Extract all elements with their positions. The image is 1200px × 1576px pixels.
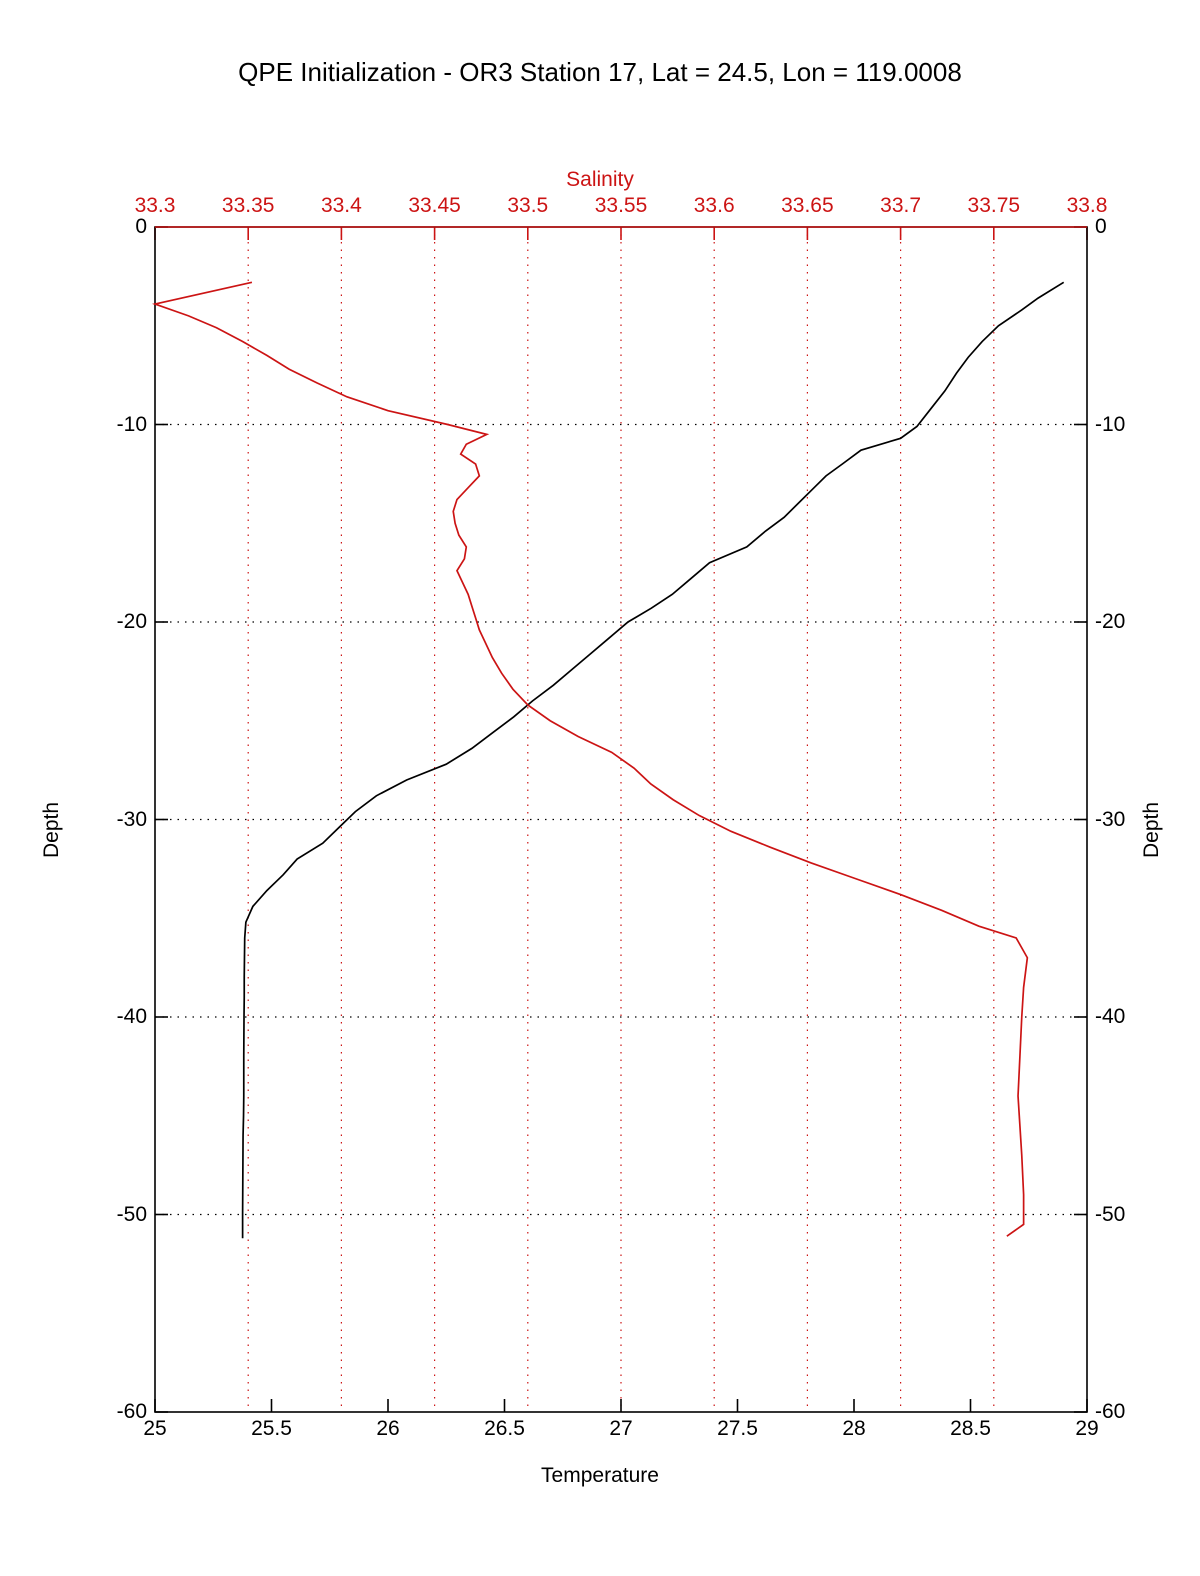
salinity-tick-label: 33.4 [320, 194, 362, 217]
temperature-tick-label: 27 [609, 1417, 633, 1440]
depth-tick-label-left: -20 [116, 610, 147, 633]
depth-tick-label-right: -20 [1095, 610, 1126, 633]
temperature-series-line [241, 281, 1065, 1239]
depth-tick-label-right: -50 [1095, 1202, 1126, 1226]
depth-tick-label-left: -60 [116, 1400, 147, 1423]
salinity-tick-label: 33.3 [134, 194, 176, 217]
depth-tick-label-left: 0 [135, 215, 147, 238]
temperature-axis-label: Temperature [541, 1464, 659, 1487]
salinity-tick-label: 33.45 [408, 194, 461, 217]
temperature-tick-label: 26 [376, 1417, 400, 1440]
salinity-tick-label: 33.35 [221, 194, 275, 217]
depth-tick-label-right: -30 [1095, 807, 1126, 831]
depth-tick-label-right: -60 [1095, 1400, 1126, 1423]
depth-tick-label-left: -10 [116, 412, 147, 436]
salinity-tick-label: 33.65 [781, 194, 834, 217]
salinity-tick-label: 33.8 [1066, 194, 1108, 217]
salinity-tick-label: 33.55 [594, 194, 648, 217]
horizontal-gridlines [155, 423, 1087, 1216]
temperature-tick-label: 28.5 [950, 1417, 991, 1440]
salinity-tick-label: 33.5 [507, 194, 549, 217]
temperature-tick-label: 25.5 [251, 1417, 292, 1440]
depth-tick-label-left: -50 [116, 1202, 147, 1226]
page-title: QPE Initialization - OR3 Station 17, Lat… [238, 57, 962, 87]
temperature-tick-label: 27.5 [717, 1417, 758, 1440]
salinity-tick-label: 33.6 [693, 194, 735, 217]
temperature-tick-label: 25 [143, 1417, 167, 1440]
temperature-tick-label: 28 [842, 1417, 866, 1440]
temperature-tick-label: 26.5 [484, 1417, 525, 1440]
depth-tick-label-right: -10 [1095, 412, 1126, 436]
salinity-axis-label: Salinity [566, 168, 634, 191]
depth-tick-label-left: -40 [116, 1005, 147, 1028]
depth-tick-label-right: 0 [1095, 215, 1107, 238]
salinity-tick-label: 33.7 [880, 194, 922, 217]
depth-tick-label-left: -30 [116, 807, 147, 831]
salinity-series-line [151, 281, 1029, 1237]
salinity-tick-label: 33.75 [967, 194, 1021, 217]
depth-tick-label-right: -40 [1095, 1005, 1126, 1028]
temperature-tick-label: 29 [1075, 1417, 1099, 1440]
